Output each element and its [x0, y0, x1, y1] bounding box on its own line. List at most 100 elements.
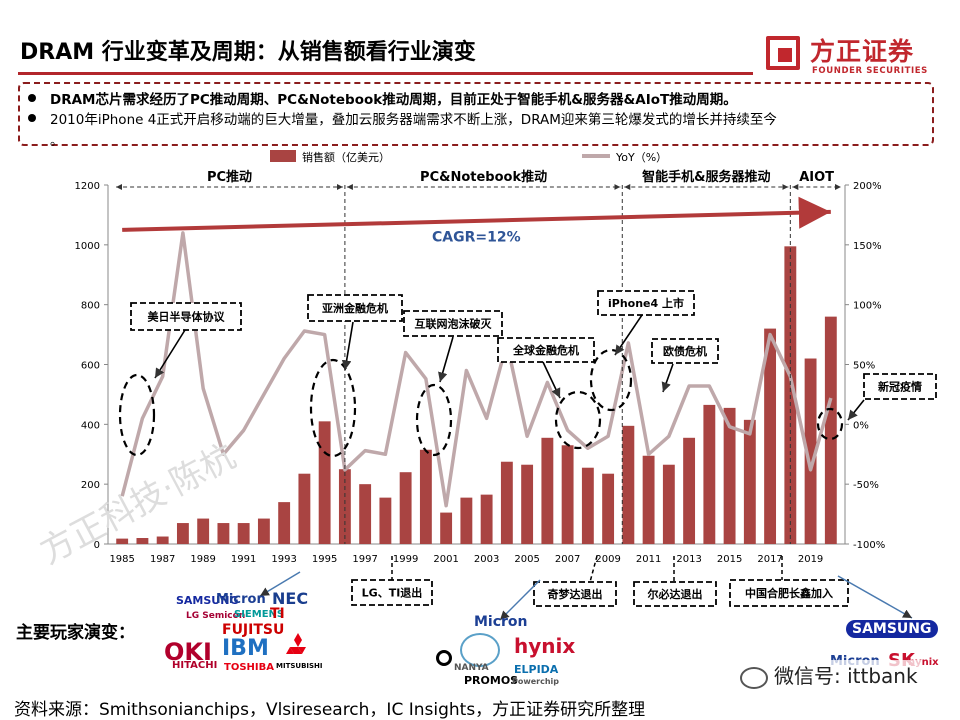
event-label-box: [130, 302, 242, 331]
sales-bar: [561, 445, 574, 544]
era-arrow: [259, 571, 301, 597]
sales-bar: [824, 316, 837, 544]
x-tick-label: 1997: [352, 554, 377, 565]
sales-bar: [359, 484, 372, 544]
exit-label-box: [633, 581, 717, 607]
sales-bar: [440, 512, 453, 544]
event-label: 新冠疫情: [878, 380, 922, 394]
x-tick-label: 2007: [555, 554, 580, 565]
sales-bar: [278, 502, 291, 544]
brand-logo-hynix: hynix: [514, 634, 576, 658]
event-label: 欧债危机: [663, 344, 707, 358]
brand-logo-ti: TI: [270, 606, 285, 622]
sales-bar: [257, 518, 270, 544]
magnifier-icon: [436, 650, 452, 666]
x-tick-label: 2019: [798, 554, 823, 565]
brand-logo-lg: LG Semicon: [186, 611, 246, 621]
y-right-tick-label: 0%: [853, 420, 869, 431]
sales-bar: [743, 419, 756, 544]
summary-bullet-2-end: 。: [50, 134, 64, 149]
sales-bar: [237, 523, 250, 544]
y-right-tick-label: 100%: [853, 301, 882, 312]
event-arrow: [154, 329, 186, 379]
logo-chinese-name: 方正证券: [810, 37, 915, 66]
cycle-ellipse: [118, 373, 156, 457]
brand-logo-sk-hynix: hynix: [908, 657, 939, 668]
x-tick-label: 1995: [312, 554, 337, 565]
event-arrow: [614, 314, 643, 356]
sales-bar: [764, 328, 777, 544]
x-tick-label: 1991: [231, 554, 256, 565]
event-arrow: [661, 363, 674, 393]
period-label: PC&Notebook推动: [420, 169, 547, 185]
sales-bar: [703, 404, 716, 544]
brand-logo-siemens: SIEMENS: [234, 609, 285, 620]
cycle-ellipse: [415, 383, 453, 457]
yoy-line: [120, 231, 833, 508]
y-right-tick-label: 50%: [853, 361, 875, 372]
brand-logo-elpida: ELPIDA: [514, 663, 559, 676]
sales-bar: [217, 523, 230, 544]
event-label: iPhone4 上市: [608, 296, 684, 310]
brand-logo-promos: PROMOS: [464, 674, 519, 687]
sales-bar: [197, 518, 210, 544]
y-left-tick-label: 0: [94, 540, 100, 551]
era-arrow: [837, 575, 913, 619]
event-label-box: [863, 373, 937, 400]
brand-logo-oki: OKI: [164, 638, 212, 666]
y-left-tick-label: 800: [81, 301, 100, 312]
mitsubishi-logo-icon: [286, 633, 306, 654]
x-tick-label: 2013: [676, 554, 701, 565]
exit-label: 奇梦达退出: [548, 587, 603, 601]
brand-logo-micron: Micron: [216, 592, 266, 607]
wechat-icon: [740, 666, 768, 689]
cycle-ellipse: [554, 390, 602, 450]
summary-bullet-2: 2010年iPhone 4正式开启移动端的巨大增量，叠加云服务器端需求不断上涨，…: [28, 108, 777, 128]
exit-label: 尔必达退出: [647, 587, 703, 601]
sales-bar: [156, 536, 169, 544]
legend-label-sales: 销售额（亿美元）: [302, 150, 390, 164]
x-tick-label: 2017: [757, 554, 782, 565]
x-tick-label: 1985: [109, 554, 134, 565]
x-tick-label: 1987: [150, 554, 175, 565]
event-label: 全球金融危机: [512, 343, 579, 357]
exit-label-box: [729, 579, 849, 607]
summary-box: [18, 82, 934, 146]
title-underline: [18, 72, 753, 75]
period-label: AIOT: [799, 170, 834, 185]
sales-bar: [804, 358, 817, 544]
logo-english-name: FOUNDER SECURITIES: [812, 66, 928, 76]
brand-logo-ibm: IBM: [222, 636, 269, 661]
brand-logo-hitachi: HITACHI: [172, 660, 218, 671]
x-tick-label: 2005: [514, 554, 539, 565]
event-label-box: [597, 290, 695, 316]
x-tick-label: 2003: [474, 554, 499, 565]
exit-label: 中国合肥长鑫加入: [745, 586, 833, 600]
company-logo: 方正证券 FOUNDER SECURITIES: [766, 32, 946, 82]
bullet-dot-icon: [28, 94, 36, 102]
x-tick-label: 2001: [433, 554, 458, 565]
sales-bar: [602, 473, 615, 544]
sales-bar: [541, 437, 554, 544]
page-title: DRAM 行业变革及周期：从销售额看行业演变: [20, 40, 476, 65]
brand-logo-mitsubishi: MITSUBISHI: [276, 662, 323, 670]
x-tick-label: 1993: [271, 554, 296, 565]
cycle-ellipse: [816, 407, 844, 441]
cagr-label: CAGR=12%: [432, 229, 521, 245]
sales-bar: [662, 464, 675, 544]
players-label: 主要玩家演变：: [16, 623, 135, 643]
sales-bar: [379, 497, 392, 544]
sales-bar: [683, 437, 696, 544]
x-tick-label: 2009: [595, 554, 620, 565]
sales-bar: [318, 421, 331, 544]
sales-bar: [480, 494, 493, 544]
brand-logo-samsung-2: SAMSUNG: [846, 620, 938, 638]
sales-bar: [399, 472, 412, 544]
sales-bar: [116, 538, 129, 544]
event-label: 互联网泡沫破灭: [415, 317, 493, 331]
y-left-tick-label: 400: [81, 420, 100, 431]
event-label-box: [307, 294, 403, 322]
brand-logo-toshiba: TOSHIBA: [224, 662, 274, 673]
bullet-dot-icon: [28, 114, 36, 122]
x-tick-label: 2011: [636, 554, 661, 565]
